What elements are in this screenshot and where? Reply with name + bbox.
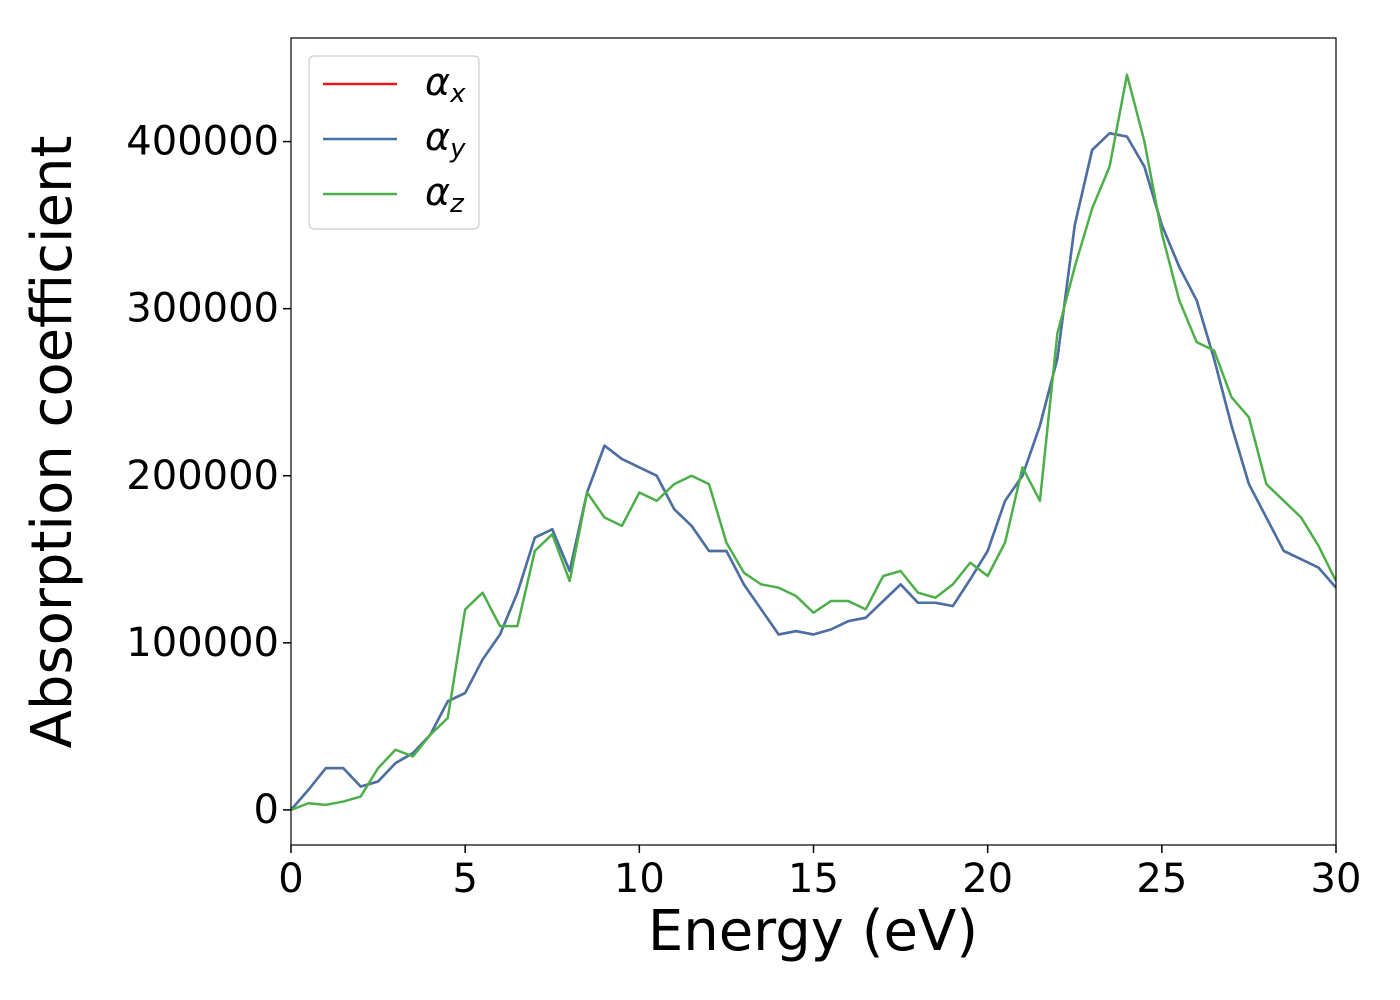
legend-box [308, 55, 480, 230]
x-tick-label: 5 [452, 856, 477, 902]
x-tick-label: 30 [1311, 856, 1362, 902]
legend-label: αy [425, 115, 466, 164]
legend-label: αz [425, 170, 465, 219]
x-tick-label: 25 [1136, 856, 1187, 902]
series-line [291, 73, 1336, 812]
y-tick-label: 100000 [126, 620, 279, 666]
x-tick-label: 20 [962, 856, 1013, 902]
plot-frame [290, 37, 1337, 846]
x-axis-label: Energy (eV) [648, 899, 978, 964]
x-tick-label: 15 [788, 856, 839, 902]
y-tick-label: 0 [254, 787, 279, 833]
y-tick-label: 200000 [126, 453, 279, 499]
x-tick-label: 10 [614, 856, 665, 902]
series-line [291, 131, 1336, 811]
x-tick-label: 0 [278, 856, 303, 902]
y-tick-label: 300000 [126, 286, 279, 332]
y-tick-label: 400000 [126, 119, 279, 165]
series-line [291, 131, 1336, 811]
y-axis-label: Absorption coefficient [20, 136, 85, 749]
legend-label: αx [425, 60, 466, 109]
